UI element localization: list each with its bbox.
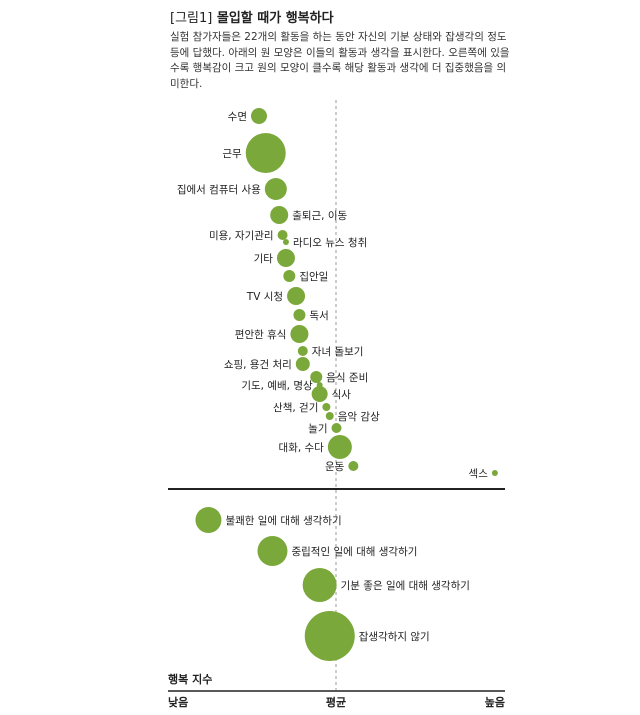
activity-bubble	[310, 371, 323, 383]
activity-bubble	[276, 249, 295, 267]
activity-label: 근무	[222, 148, 242, 160]
thought-label: 잡생각하지 않기	[359, 630, 430, 643]
x-tick-mean: 평균	[326, 695, 346, 709]
activity-label: 쇼핑, 용건 처리	[224, 359, 292, 371]
thought-label: 중립적인 일에 대해 생각하기	[291, 545, 417, 558]
activity-label: 출퇴근, 이동	[292, 210, 347, 222]
activity-bubble	[327, 435, 352, 459]
activity-label: 놀기	[308, 423, 327, 435]
activity-bubble	[287, 287, 306, 305]
activity-label: 미용, 자기관리	[209, 230, 274, 242]
activity-bubble	[283, 270, 296, 282]
activity-label: 편안한 휴식	[235, 328, 287, 341]
activity-bubble	[245, 133, 286, 173]
activity-bubble	[311, 386, 328, 402]
activity-label: 산책, 걷기	[273, 402, 318, 414]
activity-bubble	[295, 357, 310, 371]
activity-label: 음악 감상	[338, 411, 380, 423]
activity-bubble	[348, 461, 359, 471]
activity-label: 음식 준비	[326, 372, 368, 384]
chart-description: 실험 참가자들은 22개의 활동을 하는 동안 자신의 기분 상태와 잡생각의 …	[170, 31, 510, 90]
activity-bubble	[331, 423, 342, 433]
activity-label: 기타	[254, 253, 274, 265]
activity-label: 운동	[325, 461, 345, 473]
activity-bubble	[270, 206, 289, 224]
thought-bubble	[302, 568, 337, 602]
activity-label: 수면	[228, 111, 247, 123]
thought-bubble	[304, 611, 355, 661]
activity-bubble	[264, 178, 287, 200]
activity-bubble	[297, 346, 308, 356]
activity-bubble	[322, 403, 331, 411]
thought-bubble	[195, 507, 222, 533]
chart-title: [그림1] 몰입할 때가 행복하다	[170, 7, 334, 26]
thought-label: 기분 좋은 일에 대해 생각하기	[341, 579, 470, 592]
activity-label: TV 시청	[246, 291, 283, 303]
activity-label: 기도, 예배, 명상	[241, 379, 313, 392]
activity-label: 집에서 컴퓨터 사용	[177, 184, 261, 196]
activity-label: 대화, 수다	[279, 442, 325, 454]
activity-label: 집안일	[299, 270, 328, 283]
activity-label: 식사	[332, 389, 352, 401]
x-axis-title: 행복 지수	[168, 672, 212, 686]
activity-bubble	[325, 412, 334, 420]
activity-label: 섹스	[469, 468, 489, 480]
thought-label: 불쾌한 일에 대해 생각하기	[225, 514, 341, 527]
figure-title-text: 몰입할 때가 행복하다	[216, 11, 334, 26]
activity-label: 자녀 돌보기	[312, 346, 364, 358]
x-tick-high: 높음	[485, 696, 505, 709]
thought-bubble	[257, 536, 288, 566]
activity-label: 라디오 뉴스 청취	[293, 237, 367, 249]
activity-bubble	[293, 309, 306, 321]
activity-label: 독서	[309, 310, 328, 322]
activity-bubble	[277, 230, 288, 240]
x-tick-low: 낮음	[168, 695, 188, 709]
activity-bubble	[250, 108, 267, 124]
activity-bubble	[491, 470, 498, 476]
activity-bubble	[282, 239, 289, 245]
activity-bubble	[290, 325, 309, 343]
figure-number: [그림1]	[170, 11, 213, 26]
